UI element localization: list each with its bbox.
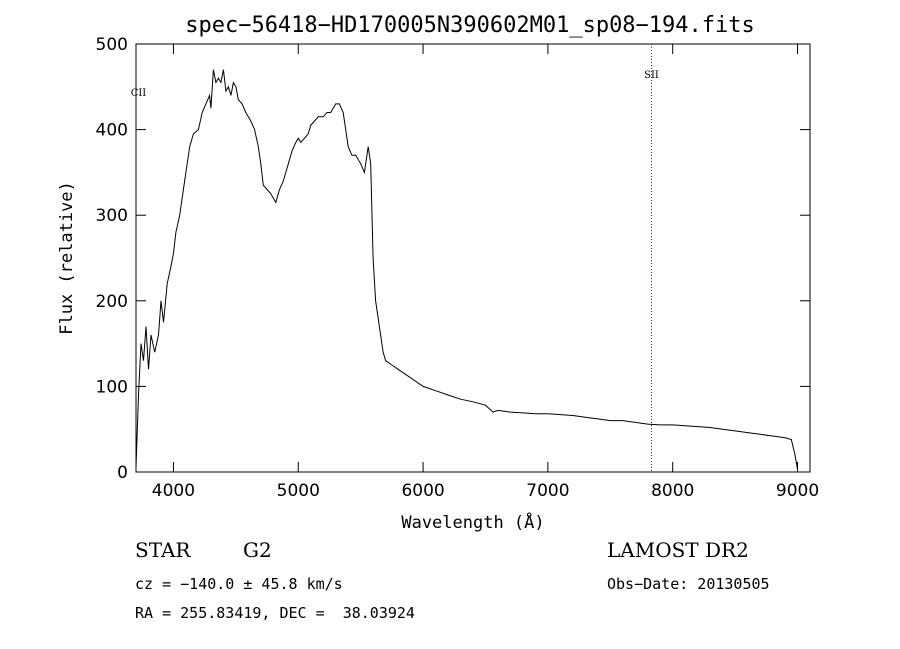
- spectrum-line: [135, 69, 798, 470]
- x-axis-label: Wavelength (Å): [401, 511, 544, 533]
- y-tick-label: 100: [96, 377, 128, 397]
- line-label: SII: [644, 70, 659, 81]
- plot-frame: [135, 43, 811, 473]
- chart-title: spec−56418−HD170005N390602M01_sp08−194.f…: [185, 13, 755, 38]
- x-tick-label: 5000: [277, 481, 320, 501]
- y-tick-label: 0: [117, 463, 128, 483]
- y-tick-label: 400: [96, 121, 128, 141]
- observation-date: Obs−Date: 20130505: [607, 575, 770, 593]
- coordinates: RA = 255.83419, DEC = 38.03924: [135, 604, 415, 622]
- spectral-subclass: G2: [243, 538, 272, 562]
- y-axis-label: Flux (relative): [57, 181, 77, 335]
- x-tick-label: 8000: [651, 481, 694, 501]
- y-tick-label: 200: [96, 292, 128, 312]
- line-label: CII: [131, 88, 147, 99]
- line-annotations: CII SII: [131, 44, 659, 472]
- y-tick-label: 300: [96, 206, 128, 226]
- object-type: STAR: [135, 538, 191, 562]
- x-tick-label: 4000: [152, 481, 195, 501]
- x-axis: 4000 5000 6000 7000 8000 9000: [152, 44, 819, 501]
- x-tick-label: 6000: [401, 481, 444, 501]
- y-axis: 0 100 200 300 400 500: [96, 35, 810, 483]
- x-tick-label: 7000: [526, 481, 569, 501]
- survey-name: LAMOST DR2: [607, 538, 749, 562]
- x-tick-label: 9000: [776, 481, 819, 501]
- y-tick-label: 500: [96, 35, 128, 55]
- redshift-velocity: cz = −140.0 ± 45.8 km/s: [135, 575, 343, 593]
